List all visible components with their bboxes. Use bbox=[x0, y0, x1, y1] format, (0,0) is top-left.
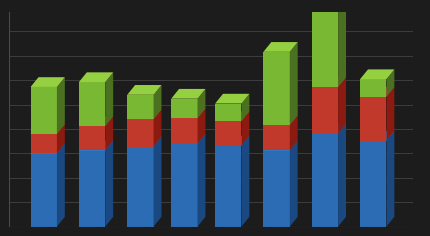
Polygon shape bbox=[290, 42, 298, 125]
Bar bbox=[312, 9, 338, 87]
Polygon shape bbox=[127, 110, 162, 119]
Bar bbox=[264, 125, 290, 150]
Polygon shape bbox=[312, 0, 346, 9]
Polygon shape bbox=[79, 141, 113, 150]
Polygon shape bbox=[338, 0, 346, 87]
Bar bbox=[171, 118, 197, 143]
Polygon shape bbox=[154, 85, 162, 119]
Polygon shape bbox=[31, 77, 65, 87]
Polygon shape bbox=[171, 109, 206, 118]
Polygon shape bbox=[154, 110, 162, 147]
Polygon shape bbox=[171, 89, 206, 99]
Bar bbox=[79, 82, 105, 126]
Polygon shape bbox=[171, 134, 206, 143]
Polygon shape bbox=[79, 72, 113, 82]
Polygon shape bbox=[290, 115, 298, 150]
Bar bbox=[31, 134, 57, 153]
Polygon shape bbox=[312, 77, 346, 87]
Bar bbox=[312, 134, 338, 227]
Polygon shape bbox=[31, 143, 65, 153]
Bar bbox=[79, 126, 105, 150]
Bar bbox=[312, 87, 338, 134]
Polygon shape bbox=[57, 124, 65, 153]
Polygon shape bbox=[242, 136, 249, 227]
Polygon shape bbox=[197, 89, 206, 118]
Polygon shape bbox=[215, 94, 249, 104]
Polygon shape bbox=[127, 85, 162, 95]
Polygon shape bbox=[387, 69, 394, 97]
Bar bbox=[127, 147, 154, 227]
Polygon shape bbox=[242, 111, 249, 146]
Polygon shape bbox=[387, 131, 394, 227]
Bar bbox=[215, 146, 242, 227]
Polygon shape bbox=[290, 141, 298, 227]
Polygon shape bbox=[57, 143, 65, 227]
Polygon shape bbox=[360, 131, 394, 141]
Bar bbox=[127, 119, 154, 147]
Bar bbox=[360, 141, 387, 227]
Polygon shape bbox=[387, 87, 394, 141]
Bar bbox=[215, 121, 242, 146]
Polygon shape bbox=[312, 124, 346, 134]
Bar bbox=[31, 87, 57, 134]
Bar bbox=[79, 150, 105, 227]
Polygon shape bbox=[105, 141, 113, 227]
Polygon shape bbox=[264, 141, 298, 150]
Polygon shape bbox=[360, 87, 394, 97]
Polygon shape bbox=[127, 137, 162, 147]
Polygon shape bbox=[79, 116, 113, 126]
Bar bbox=[360, 97, 387, 141]
Polygon shape bbox=[338, 77, 346, 134]
Bar bbox=[171, 143, 197, 227]
Polygon shape bbox=[360, 69, 394, 79]
Bar bbox=[264, 52, 290, 125]
Polygon shape bbox=[338, 124, 346, 227]
Polygon shape bbox=[105, 116, 113, 150]
Polygon shape bbox=[242, 94, 249, 121]
Polygon shape bbox=[264, 42, 298, 52]
Polygon shape bbox=[197, 134, 206, 227]
Polygon shape bbox=[31, 124, 65, 134]
Polygon shape bbox=[57, 77, 65, 134]
Polygon shape bbox=[264, 115, 298, 125]
Polygon shape bbox=[215, 136, 249, 146]
Bar bbox=[171, 99, 197, 118]
Polygon shape bbox=[105, 72, 113, 126]
Bar bbox=[264, 150, 290, 227]
Bar bbox=[127, 95, 154, 119]
Bar bbox=[31, 153, 57, 227]
Polygon shape bbox=[215, 111, 249, 121]
Bar bbox=[215, 104, 242, 121]
Polygon shape bbox=[197, 109, 206, 143]
Bar bbox=[360, 79, 387, 97]
Polygon shape bbox=[154, 137, 162, 227]
